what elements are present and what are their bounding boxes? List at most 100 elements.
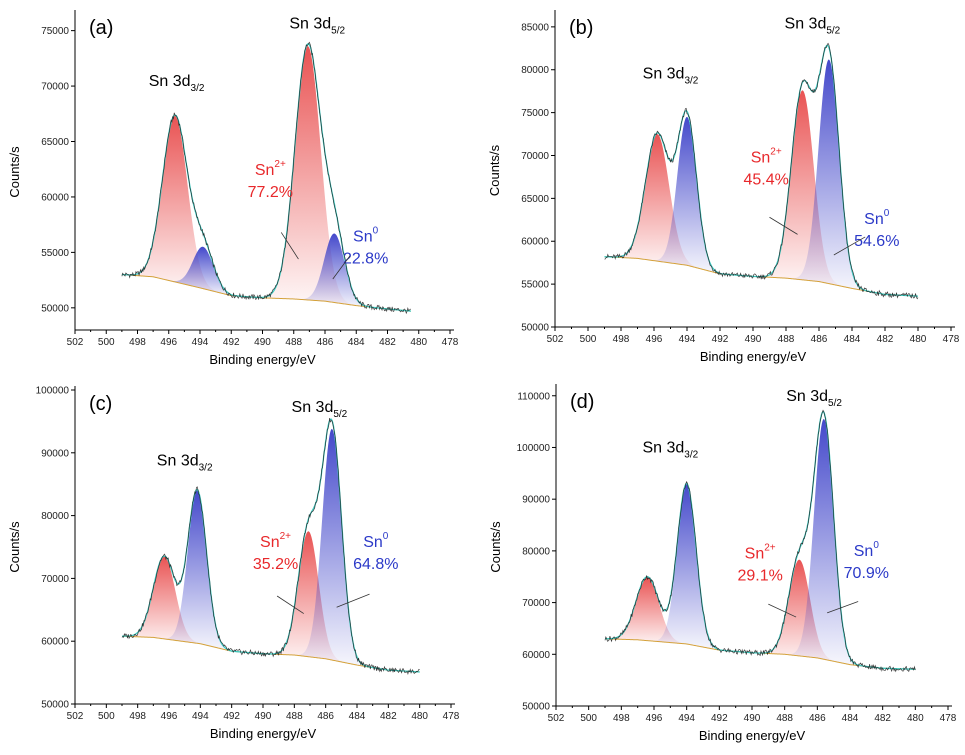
x-tick-label: 480 (907, 713, 924, 724)
sn2-label-main: Sn (260, 534, 280, 551)
x-axis-title: Binding energy/eV (209, 352, 316, 367)
sn2-label-superscript: 2+ (764, 543, 776, 554)
peak-label-subscript: 3/2 (684, 75, 698, 86)
peak-label-main: Sn 3d (786, 388, 828, 405)
x-tick-label: 502 (67, 711, 84, 722)
x-tick-label: 486 (811, 334, 828, 345)
x-tick-label: 490 (744, 713, 761, 724)
y-tick-label: 75000 (41, 26, 69, 37)
sn0-peak-fill (291, 233, 377, 308)
sn2-peak-fill (118, 556, 211, 647)
x-tick-label: 484 (842, 713, 859, 724)
panel-label: (c) (89, 393, 112, 415)
sn2-pointer-line (768, 603, 797, 618)
peak-label-subscript: 3/2 (191, 83, 205, 94)
sn2-annotation-label: Sn2+ (255, 159, 286, 179)
y-tick-label: 85000 (521, 22, 549, 33)
y-axis-title: Counts/s (7, 146, 22, 198)
x-tick-label: 484 (349, 711, 366, 722)
peak-label-main: Sn 3d (643, 65, 685, 82)
x-tick-label: 482 (877, 334, 894, 345)
y-tick-label: 50000 (41, 700, 69, 711)
panel-label: (d) (570, 391, 594, 413)
peak-label: Sn 3d3/2 (643, 65, 699, 86)
sn0-peak-fill (646, 116, 727, 275)
sn0-label-superscript: 0 (383, 531, 389, 542)
sn0-pointer-line (332, 255, 351, 280)
x-tick-label: 498 (129, 711, 146, 722)
sn0-label-superscript: 0 (884, 208, 890, 219)
x-tick-label: 494 (192, 337, 209, 348)
x-tick-label: 486 (317, 337, 334, 348)
y-tick-label: 90000 (41, 448, 69, 459)
x-tick-label: 500 (580, 334, 597, 345)
x-tick-label: 484 (844, 334, 861, 345)
x-tick-label: 480 (910, 334, 927, 345)
x-tick-label: 496 (646, 334, 663, 345)
sn0-annotation-label: Sn0 (363, 531, 389, 551)
y-tick-label: 100000 (36, 386, 70, 397)
sn2-label-main: Sn (255, 162, 275, 179)
sn2-peak-fill (122, 116, 228, 295)
peak-label-subscript: 3/2 (199, 462, 213, 473)
x-tick-label: 488 (776, 713, 793, 724)
xps-panel-b: 502 500 498 496 494 492 490 488 486 484 482 480 478 5… (487, 10, 960, 364)
sn0-label-superscript: 0 (873, 540, 879, 551)
sn2-label-superscript: 2+ (274, 159, 286, 170)
x-tick-label: 478 (940, 713, 957, 724)
sn2-pointer-line (769, 216, 798, 235)
y-tick-label: 90000 (522, 495, 550, 506)
x-tick-label: 490 (745, 334, 762, 345)
y-tick-label: 80000 (522, 546, 550, 557)
x-tick-label: 486 (317, 711, 334, 722)
x-tick-label: 500 (98, 337, 115, 348)
sn0-peak-fill (646, 483, 726, 651)
sn0-percent: 64.8% (353, 556, 398, 573)
sn2-pointer-line (276, 595, 304, 614)
x-tick-label: 488 (285, 337, 302, 348)
x-tick-label: 498 (613, 713, 630, 724)
y-tick-label: 65000 (41, 137, 69, 148)
x-tick-label: 478 (443, 711, 460, 722)
raw-spectrum-line (121, 417, 420, 675)
sn0-pointer-line (833, 236, 866, 256)
peak-label-subscript: 5/2 (331, 25, 345, 36)
peak-label-subscript: 5/2 (333, 409, 347, 420)
x-tick-label: 484 (348, 337, 365, 348)
x-tick-label: 490 (254, 337, 271, 348)
sn0-label-main: Sn (864, 211, 884, 228)
x-axis-title: Binding energy/eV (700, 349, 807, 364)
y-tick-label: 80000 (521, 65, 549, 76)
sn2-annotation-label: Sn2+ (260, 531, 291, 551)
peak-label: Sn 3d5/2 (786, 388, 842, 409)
x-tick-label: 496 (160, 337, 177, 348)
sn2-percent: 35.2% (253, 556, 298, 573)
x-tick-label: 500 (98, 711, 115, 722)
x-tick-label: 482 (380, 711, 397, 722)
x-tick-label: 498 (129, 337, 146, 348)
y-tick-label: 60000 (521, 237, 549, 248)
x-axis-title: Binding energy/eV (210, 726, 317, 741)
x-tick-label: 492 (223, 337, 240, 348)
x-tick-label: 500 (580, 713, 597, 724)
sn2-pointer-line (280, 232, 299, 260)
sn2-peak-fill (599, 576, 696, 646)
y-tick-label: 50000 (521, 323, 549, 334)
x-tick-label: 482 (379, 337, 396, 348)
sn0-annotation-label: Sn0 (353, 225, 379, 245)
peak-label: Sn 3d5/2 (292, 399, 348, 420)
x-tick-label: 494 (679, 334, 696, 345)
x-tick-label: 502 (67, 337, 84, 348)
y-tick-label: 80000 (41, 511, 69, 522)
x-tick-label: 496 (646, 713, 663, 724)
raw-spectrum-line (604, 42, 919, 300)
background-line (121, 274, 411, 312)
x-tick-label: 502 (548, 713, 565, 724)
peak-label-main: Sn 3d (785, 16, 827, 33)
sn0-annotation-label: Sn0 (864, 208, 890, 228)
xps-panel-c: 502 500 498 496 494 492 490 488 486 484 482 480 478 5… (7, 386, 460, 742)
x-tick-label: 498 (613, 334, 630, 345)
y-tick-label: 110000 (517, 391, 550, 402)
y-axis-title: Counts/s (488, 521, 503, 573)
